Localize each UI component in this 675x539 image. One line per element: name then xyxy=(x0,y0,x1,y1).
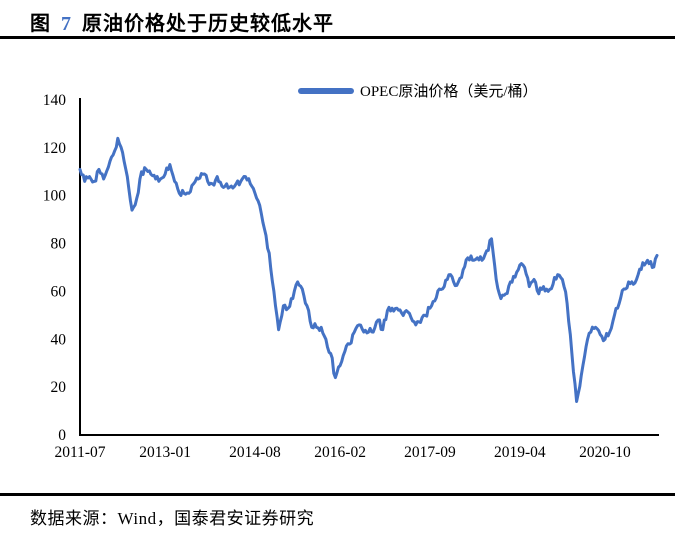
y-tick-label: 20 xyxy=(51,379,67,396)
x-tick-label: 2017-09 xyxy=(404,444,456,461)
figure-number: 7 xyxy=(61,13,72,35)
figure-title: 图 7 原油价格处于历史较低水平 xyxy=(30,7,334,36)
bottom-divider xyxy=(0,493,675,496)
x-tick-label: 2016-02 xyxy=(314,444,366,461)
y-tick-label: 60 xyxy=(51,283,67,300)
legend-label: OPEC原油价格（美元/桶） xyxy=(360,84,538,100)
y-tick-label: 0 xyxy=(58,427,66,444)
chart-legend: OPEC原油价格（美元/桶） xyxy=(298,80,538,101)
legend-line-icon xyxy=(298,87,354,94)
y-tick-label: 80 xyxy=(51,236,67,253)
figure-title-text: 原油价格处于历史较低水平 xyxy=(82,13,334,35)
y-tick-label: 100 xyxy=(43,188,67,205)
opec-price-series-line xyxy=(78,136,659,403)
x-tick-label: 2013-01 xyxy=(139,444,191,461)
title-divider xyxy=(0,36,675,39)
figure-title-prefix: 图 xyxy=(30,13,51,35)
y-tick-label: 140 xyxy=(43,92,67,109)
x-tick-label: 2020-10 xyxy=(579,444,631,461)
y-tick-label: 40 xyxy=(51,331,67,348)
x-tick-label: 2011-07 xyxy=(54,444,105,461)
data-source-note: 数据来源：Wind，国泰君安证券研究 xyxy=(30,509,315,528)
x-tick-label: 2014-08 xyxy=(229,444,281,461)
y-tick-label: 120 xyxy=(43,140,67,157)
x-tick-label: 2019-04 xyxy=(494,444,546,461)
